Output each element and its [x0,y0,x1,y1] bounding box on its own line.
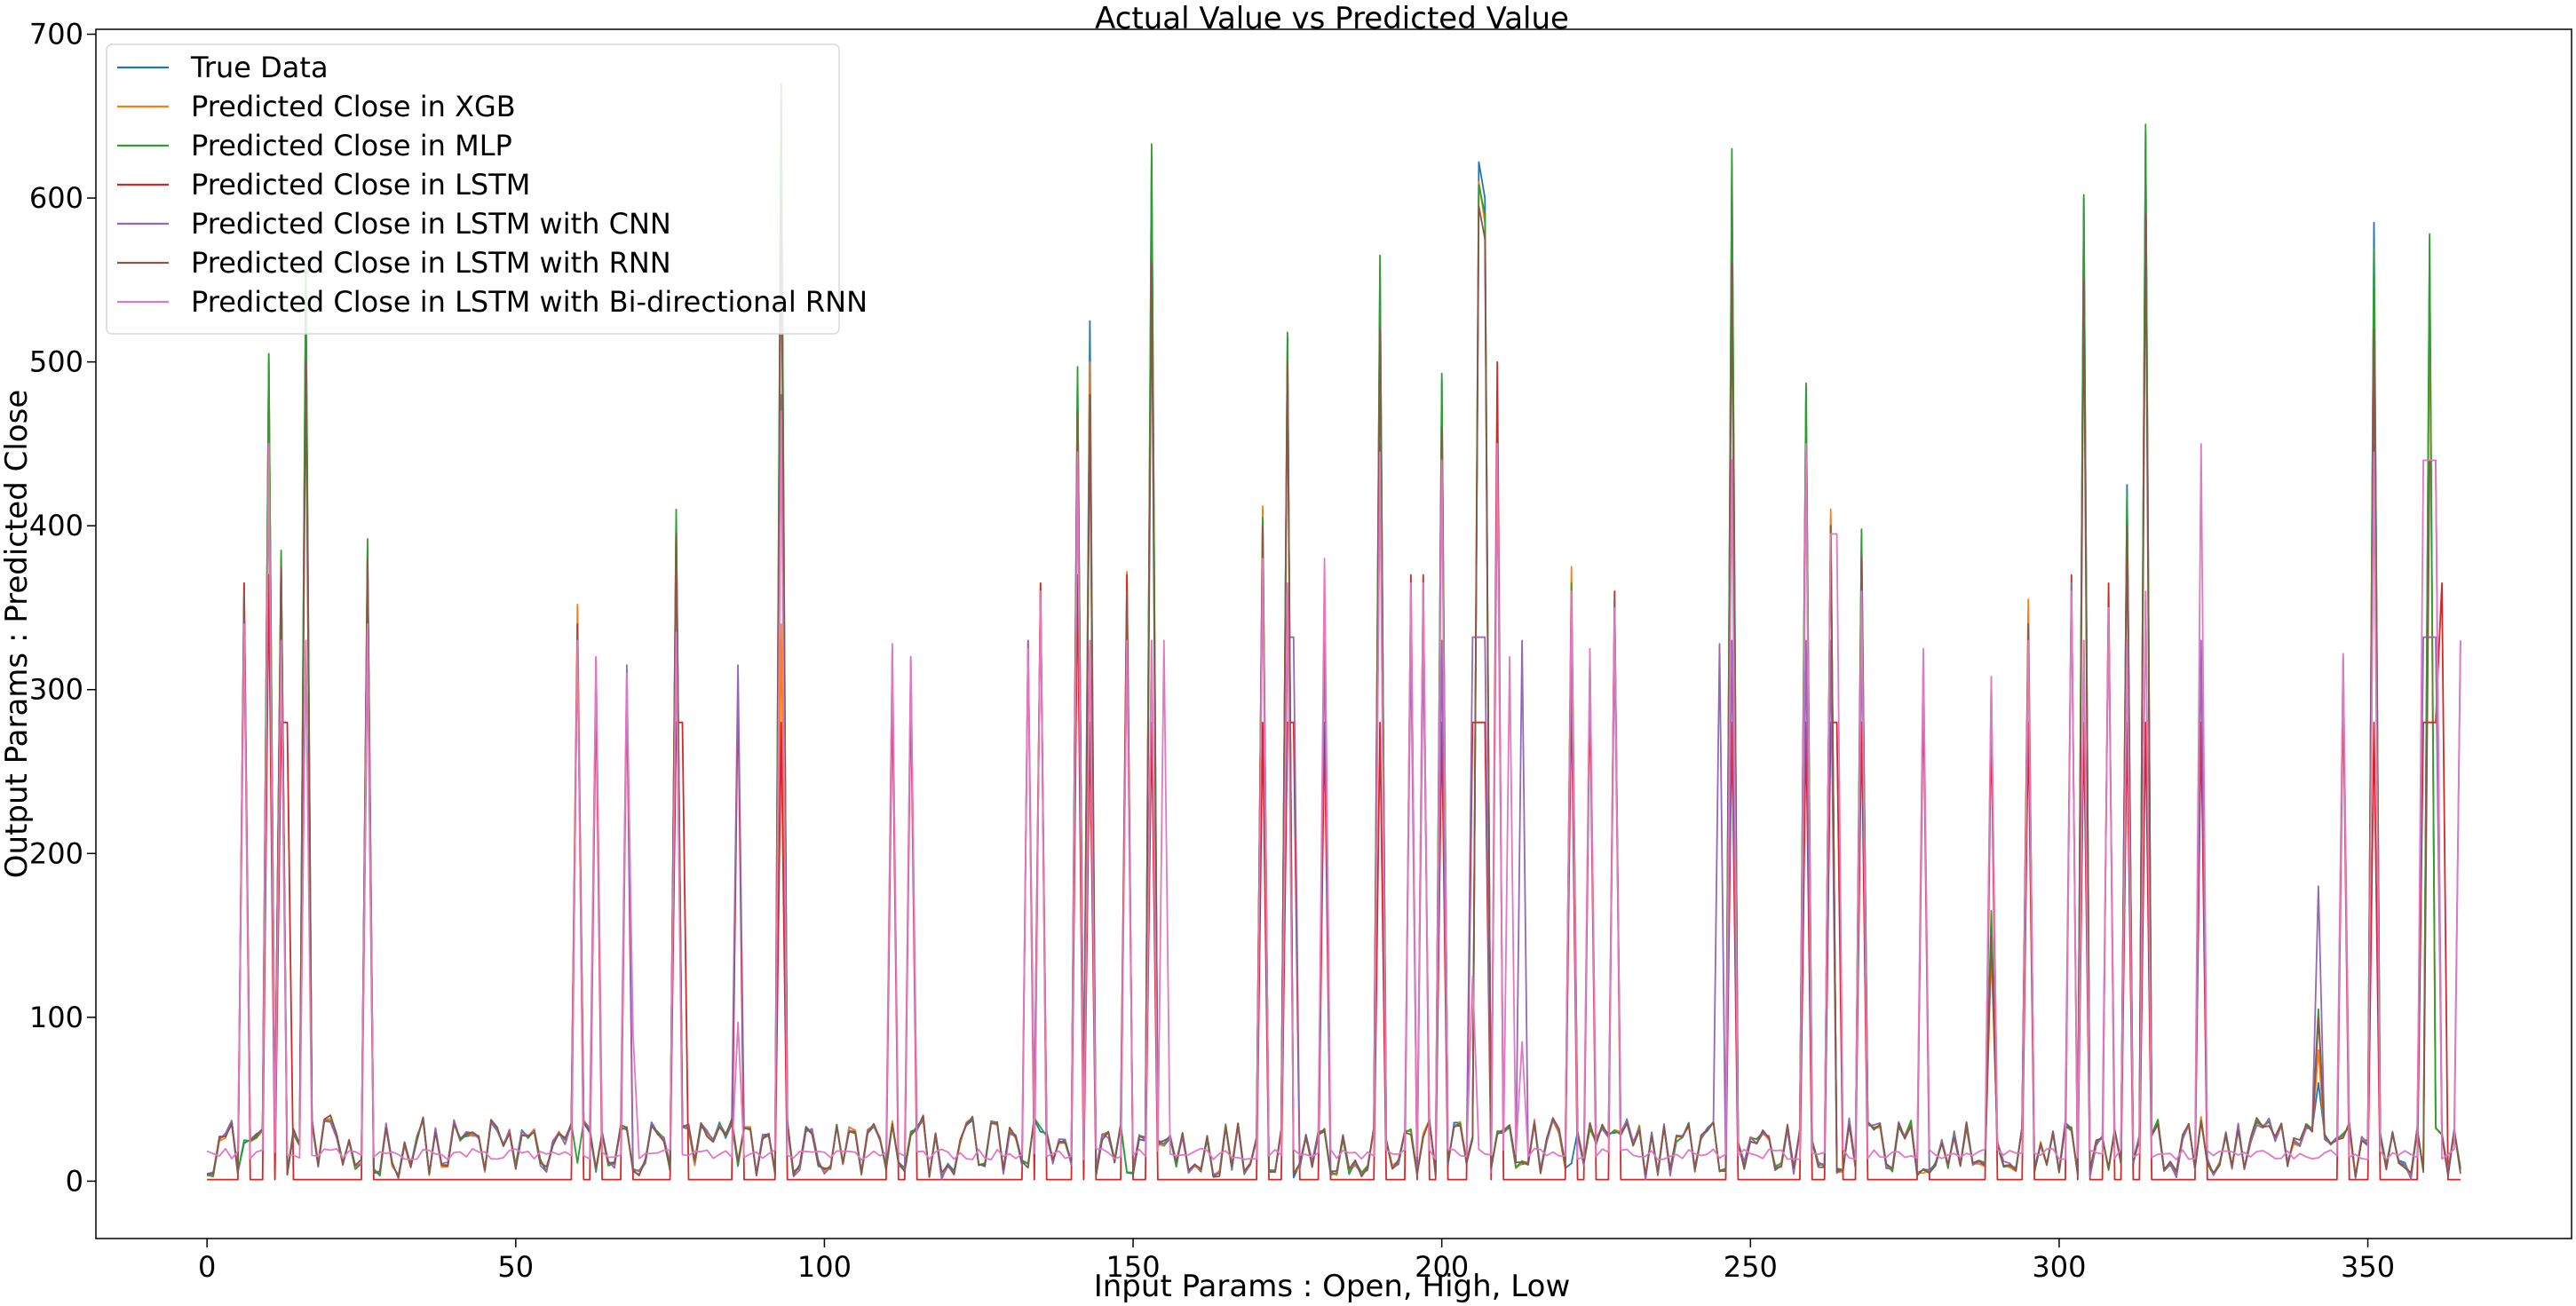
y-axis: 0 100 200 300 400 500 600 700 [29,18,96,1198]
x-tick-label: 250 [1724,1250,1778,1284]
legend-entry: Predicted Close in LSTM with Bi-directio… [191,285,868,319]
y-tick-label: 200 [29,836,83,870]
x-tick-label: 150 [1106,1250,1161,1284]
legend-entry: Predicted Close in XGB [191,90,516,123]
legend-entry: Predicted Close in LSTM with RNN [191,246,671,280]
y-tick-label: 700 [29,18,83,51]
x-axis-label: Input Params : Open, High, Low [1094,1269,1571,1304]
x-tick-label: 50 [497,1250,534,1284]
x-tick-label: 200 [1415,1250,1469,1284]
plot-frame [95,28,2572,1239]
y-tick-label: 0 [66,1164,83,1198]
legend-entry: Predicted Close in LSTM with CNN [191,207,671,241]
x-tick-label: 0 [198,1250,216,1284]
y-axis-label: Output Params : Predicted Close [0,390,35,878]
y-tick-label: 500 [29,345,83,379]
legend-box [106,44,840,335]
x-tick-label: 300 [2032,1250,2086,1284]
legend: True Data Predicted Close in XGB Predicted… [106,44,868,335]
legend-entry: Predicted Close in LSTM [191,168,530,202]
legend-entry: True Data [190,51,329,84]
y-tick-label: 400 [29,509,83,542]
y-tick-label: 100 [29,1001,83,1034]
x-tick-label: 350 [2341,1250,2395,1284]
legend-entry: Predicted Close in MLP [191,129,512,162]
series-line [206,410,2461,1161]
y-tick-label: 600 [29,181,83,215]
series-layer [206,83,2461,1181]
y-tick-label: 300 [29,673,83,707]
x-tick-label: 100 [797,1250,852,1284]
x-axis: 0 50 100 150 200 250 300 350 [198,1239,2395,1284]
chart-title: Actual Value vs Predicted Value [1095,1,1569,36]
